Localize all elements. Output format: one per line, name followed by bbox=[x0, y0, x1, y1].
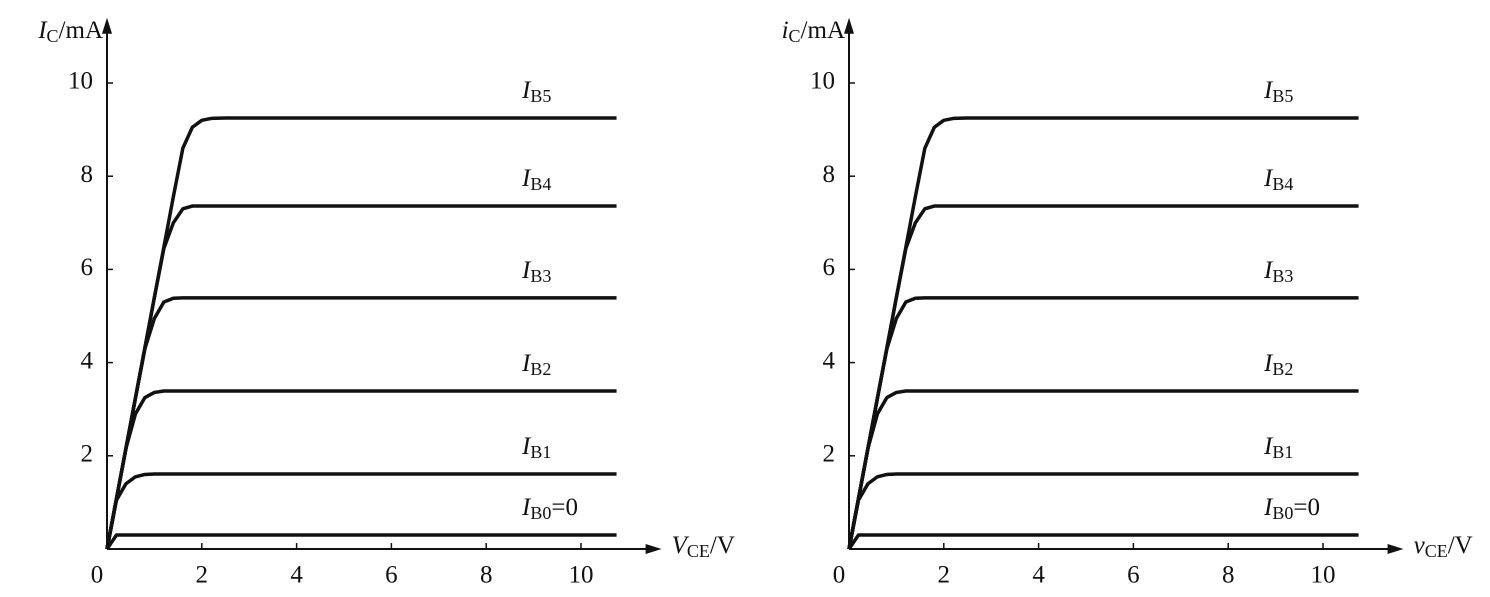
curve-label: IB1 bbox=[1263, 433, 1293, 462]
x-axis-label: vCE/V bbox=[1414, 532, 1473, 561]
y-axis-arrow bbox=[844, 17, 854, 34]
x-axis-arrow bbox=[1387, 544, 1404, 554]
x-tick-label: 4 bbox=[290, 562, 303, 589]
curve-label: IB5 bbox=[521, 77, 551, 106]
x-tick-label: 8 bbox=[480, 562, 493, 589]
y-axis-label: IC/mA bbox=[37, 17, 103, 46]
curve bbox=[847, 533, 1359, 550]
curve-label: IB0=0 bbox=[521, 494, 578, 523]
x-tick-label: 6 bbox=[385, 562, 398, 589]
y-tick-label: 6 bbox=[823, 254, 836, 281]
x-axis-arrow bbox=[645, 544, 662, 554]
curve bbox=[847, 472, 1359, 550]
curve-label: IB2 bbox=[521, 350, 551, 379]
x-tick-label: 10 bbox=[1311, 562, 1336, 589]
y-axis-label: iC/mA bbox=[782, 17, 845, 46]
curve bbox=[847, 389, 1359, 550]
y-tick-label: 8 bbox=[823, 161, 836, 188]
x-tick-label: 0 bbox=[833, 562, 846, 589]
x-tick-label: 2 bbox=[938, 562, 951, 589]
curve bbox=[847, 116, 1359, 550]
curve-label: IB1 bbox=[521, 433, 551, 462]
y-tick-label: 6 bbox=[81, 254, 94, 281]
y-tick-label: 2 bbox=[823, 441, 836, 468]
curve-label: IB5 bbox=[1263, 77, 1293, 106]
x-tick-label: 0 bbox=[91, 562, 104, 589]
x-tick-label: 4 bbox=[1032, 562, 1045, 589]
curve bbox=[105, 116, 617, 550]
curve bbox=[105, 472, 617, 550]
y-tick-label: 4 bbox=[823, 347, 836, 374]
curve bbox=[105, 533, 617, 550]
curve-label: IB4 bbox=[521, 165, 551, 194]
x-tick-label: 8 bbox=[1222, 562, 1235, 589]
y-tick-label: 10 bbox=[810, 68, 835, 95]
y-axis-arrow bbox=[102, 17, 112, 34]
curve-label: IB4 bbox=[1263, 165, 1293, 194]
x-tick-label: 6 bbox=[1127, 562, 1140, 589]
x-axis-label: VCE/V bbox=[672, 532, 735, 561]
curve-label: IB3 bbox=[1263, 257, 1293, 286]
curve bbox=[105, 389, 617, 550]
y-tick-label: 8 bbox=[81, 161, 94, 188]
chart: 0 2 4 6 8 10 2 4 6 8 10 VCE/V IC/mA IB0=0 IB1 IB2 IB3 IB4… bbox=[37, 17, 735, 589]
y-tick-label: 10 bbox=[68, 68, 93, 95]
curve-label: IB2 bbox=[1263, 350, 1293, 379]
curve-label: IB0=0 bbox=[1263, 494, 1320, 523]
chart: 0 2 4 6 8 10 2 4 6 8 10 vCE/V iC/mA IB0=0 IB1 IB2 IB3 IB4… bbox=[782, 17, 1473, 589]
y-tick-label: 2 bbox=[81, 441, 94, 468]
curve-label: IB3 bbox=[521, 257, 551, 286]
y-tick-label: 4 bbox=[81, 347, 94, 374]
x-tick-label: 10 bbox=[569, 562, 594, 589]
x-tick-label: 2 bbox=[196, 562, 209, 589]
